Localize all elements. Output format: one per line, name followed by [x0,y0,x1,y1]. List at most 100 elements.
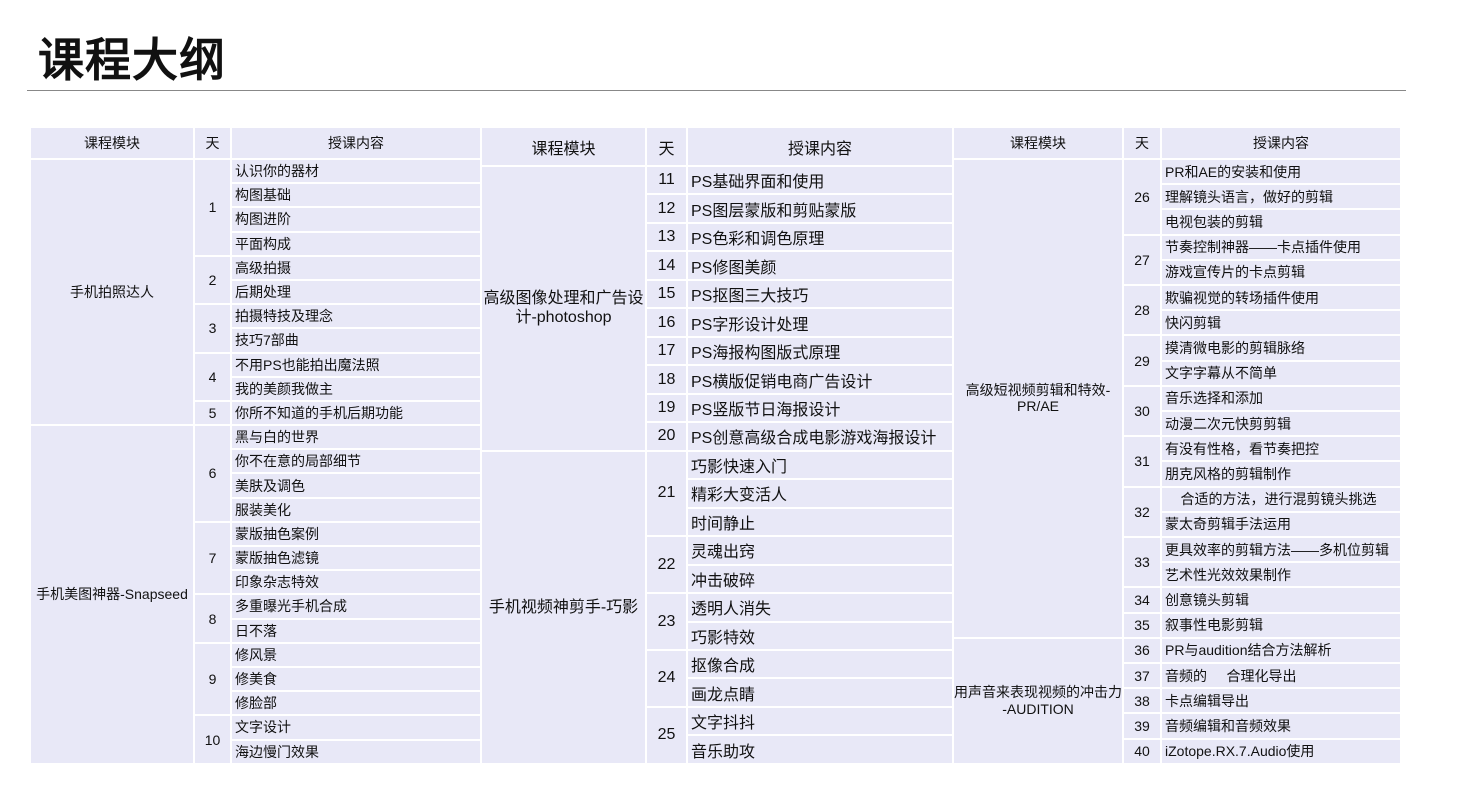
lesson-item: 美肤及调色 [230,472,482,499]
table-row: 冲击破碎 [481,563,954,595]
module-name: 用声音来表现视频的冲击力 -AUDITION [952,636,1124,765]
table-row: 朋克风格的剪辑制作 [953,460,1402,488]
lesson-item: 快闪剪辑 [1160,309,1402,337]
lesson-item: 有没有性格，看节奏把控 [1160,435,1402,463]
table-row: 13 PS色彩和调色原理 [481,221,954,253]
lesson-item: PS创意高级合成电影游戏海报设计 [686,421,954,452]
table-row: 30 音乐选择和添加 [953,384,1402,438]
table-row: 33 更具效率的剪辑方法——多机位剪辑 [953,536,1402,589]
table-row: 后期处理 [30,278,482,306]
table-row: 5 你所不知道的手机后期功能 [30,399,482,427]
header-row: 课程模块天授课内容 [480,126,954,167]
lesson-item: 修风景 [230,641,482,668]
lesson-item: 拍摄特技及理念 [230,303,482,330]
day-number: 20 [645,421,688,452]
table-row: 蒙太奇剪辑手法运用 [953,510,1402,539]
module-name: 手机拍照达人 [29,157,195,427]
table-row: 2 高级拍摄 [30,254,482,306]
table-row: 4 不用PS也能拍出魔法照 [30,351,482,402]
table-row: 艺术性光效效果制作 [953,561,1402,589]
table-row: 游戏宣传片的卡点剪辑 [953,258,1402,287]
lesson-item: PS横版促销电商广告设计 [686,364,954,395]
lesson-item: 多重曝光手机合成 [230,593,482,620]
lesson-item: 技巧7部曲 [230,327,482,354]
table-row: 日不落 [30,617,482,644]
module-name: 高级图像处理和广告设计-photoshop [480,165,647,452]
table-row: 技巧7部曲 [30,327,482,354]
table-row: 35 叙事性电影剪辑 [953,611,1402,639]
day-number: 22 [645,535,688,595]
lesson-item: 画龙点睛 [686,677,954,708]
lesson-item: 精彩大变活人 [686,478,954,509]
lesson-item: 时间静止 [686,506,954,538]
lesson-item: 我的美颜我做主 [230,375,482,402]
lesson-item: PS基础界面和使用 [686,164,954,196]
day-number: 13 [645,221,688,253]
day-number: 36 [1122,636,1162,665]
day-number: 26 [1122,158,1162,236]
day-number: 17 [645,335,688,367]
lesson-item: 更具效率的剪辑方法——多机位剪辑 [1160,536,1402,564]
lesson-item: 认识你的器材 [230,157,482,185]
table-row: 快闪剪辑 [953,309,1402,337]
day-number: 14 [645,250,688,281]
table-row: 19 PS竖版节日海报设计 [481,392,954,424]
lesson-item: 艺术性光效效果制作 [1160,561,1402,589]
table-row: 巧影特效 [481,620,954,651]
header-module: 课程模块 [480,126,647,167]
lesson-item: PS图层蒙版和剪贴蒙版 [686,193,954,224]
lesson-item: 欺骗视觉的转场插件使用 [1160,284,1402,312]
lesson-item: 动漫二次元快剪剪辑 [1160,410,1402,438]
lesson-item: PR与audition结合方法解析 [1160,636,1402,665]
module-name-line: 高级图像处理和广告设计-photoshop [483,290,644,327]
table-row: 34 创意镜头剪辑 [953,586,1402,614]
lesson-item: PS抠图三大技巧 [686,278,954,310]
table-row: 时间静止 [481,506,954,538]
lesson-item: 修脸部 [230,690,482,717]
header-module: 课程模块 [952,126,1124,160]
day-number: 2 [193,254,232,306]
module-name-line: 用声音来表现视频的冲击力 [954,684,1122,701]
day-number: 4 [193,351,232,402]
day-number: 16 [645,307,688,338]
module-name: 手机视频神剪手-巧影 [480,449,647,765]
table-row: 22 灵魂出窍 [481,535,954,595]
table-row: 23 透明人消失 [481,592,954,651]
lesson-item: 你不在意的局部细节 [230,448,482,475]
lesson-item: 创意镜头剪辑 [1160,586,1402,614]
module-name-line: 高级短视频剪辑和特效-PR/AE [965,381,1111,415]
day-number: 35 [1122,611,1162,639]
header-day: 天 [1122,126,1162,160]
table-row: 20 PS创意高级合成电影游戏海报设计 [481,421,954,452]
lesson-item: 平面构成 [230,230,482,257]
lesson-item: 海边慢门效果 [230,738,482,765]
header-module: 课程模块 [29,126,195,160]
syllabus-table-3: 课程模块天授课内容 高级短视频剪辑和特效-PR/AE 26 PR和AE的安装和使用 理解… [952,126,1402,765]
lesson-item: 音频编辑和音频效果 [1160,712,1402,740]
syllabus-table-1: 课程模块天授课内容 手机拍照达人 1 认识你的器材 构图基础 构图进阶 平面构成 2 高级拍摄后… [29,126,482,765]
table-row: 24 抠像合成 [481,648,954,708]
table-row: 用声音来表现视频的冲击力 -AUDITION 36 PR与audition结合方法解析 [952,636,1402,765]
header-row: 课程模块天授课内容 [29,126,482,160]
lesson-item: 文字字幕从不简单 [1160,359,1402,387]
header-content: 授课内容 [230,126,482,160]
lesson-item: 卡点编辑导出 [1160,687,1402,715]
table-row: 手机美图神器-Snapseed 6 黑与白的世界 [29,424,482,765]
lesson-item: PS色彩和调色原理 [686,221,954,253]
table-row: 平面构成 [30,230,482,257]
day-number: 31 [1122,435,1162,488]
lesson-item: 后期处理 [230,278,482,306]
day-number: 25 [645,705,688,765]
day-number: 27 [1122,233,1162,287]
day-number: 9 [193,641,232,717]
lesson-item: 电视包装的剪辑 [1160,208,1402,236]
day-number: 21 [645,449,688,538]
title-divider [27,90,1406,91]
table-row: 文字字幕从不简单 [953,359,1402,387]
header-day: 天 [193,126,232,160]
header-content: 授课内容 [686,126,954,167]
table-row: 我的美颜我做主 [30,375,482,402]
day-number: 15 [645,278,688,310]
table-row: 17 PS海报构图版式原理 [481,335,954,367]
module-name-line: 手机视频神剪手-巧影 [488,598,639,616]
